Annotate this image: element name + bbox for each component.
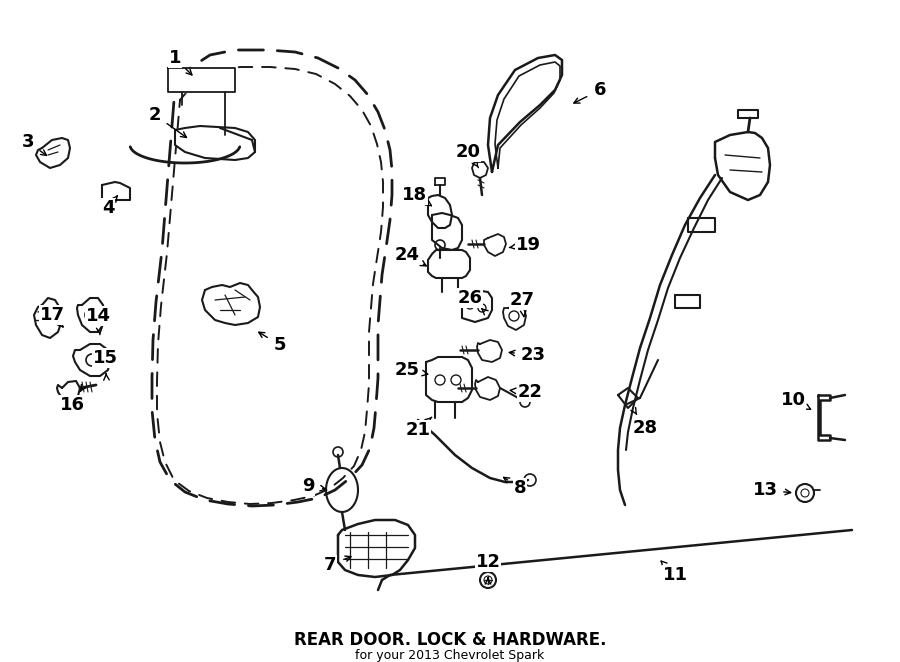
Text: 28: 28 xyxy=(633,419,658,437)
Polygon shape xyxy=(675,295,700,308)
Polygon shape xyxy=(618,388,638,408)
Polygon shape xyxy=(472,162,488,178)
Text: 10: 10 xyxy=(780,391,806,409)
Text: 27: 27 xyxy=(509,291,535,309)
Text: 15: 15 xyxy=(93,349,118,367)
Text: 14: 14 xyxy=(86,307,111,325)
Polygon shape xyxy=(175,126,255,160)
Text: 26: 26 xyxy=(457,289,482,307)
Text: REAR DOOR. LOCK & HARDWARE.: REAR DOOR. LOCK & HARDWARE. xyxy=(293,631,607,649)
Polygon shape xyxy=(688,218,715,232)
Text: 5: 5 xyxy=(274,336,286,354)
Polygon shape xyxy=(102,182,130,200)
Polygon shape xyxy=(477,340,502,362)
Text: 16: 16 xyxy=(59,396,85,414)
Text: for your 2013 Chevrolet Spark: for your 2013 Chevrolet Spark xyxy=(356,649,544,661)
Text: 19: 19 xyxy=(516,236,541,254)
Text: 12: 12 xyxy=(475,553,500,571)
Text: 22: 22 xyxy=(518,383,543,401)
Polygon shape xyxy=(202,283,260,325)
Text: 17: 17 xyxy=(40,306,65,324)
Text: 20: 20 xyxy=(455,143,481,161)
Text: 2: 2 xyxy=(148,106,161,124)
Text: 8: 8 xyxy=(514,479,526,497)
Text: 1: 1 xyxy=(169,49,181,67)
Text: 21: 21 xyxy=(406,421,430,439)
Polygon shape xyxy=(34,298,62,338)
Text: 23: 23 xyxy=(520,346,545,364)
Polygon shape xyxy=(435,178,445,185)
Text: 3: 3 xyxy=(22,133,34,151)
Polygon shape xyxy=(503,304,526,330)
Text: 13: 13 xyxy=(752,481,778,499)
Polygon shape xyxy=(36,138,70,168)
Polygon shape xyxy=(426,357,472,402)
Text: 9: 9 xyxy=(302,477,314,495)
Text: 6: 6 xyxy=(594,81,607,99)
Text: 4: 4 xyxy=(102,199,114,217)
Polygon shape xyxy=(484,234,506,256)
Polygon shape xyxy=(738,110,758,118)
Polygon shape xyxy=(428,195,452,228)
Polygon shape xyxy=(428,250,470,278)
Text: 11: 11 xyxy=(662,566,688,584)
Polygon shape xyxy=(73,344,110,376)
Polygon shape xyxy=(462,290,492,322)
Polygon shape xyxy=(432,213,462,250)
Polygon shape xyxy=(168,68,235,92)
Polygon shape xyxy=(77,298,105,332)
Polygon shape xyxy=(57,381,80,400)
Polygon shape xyxy=(475,377,500,400)
Polygon shape xyxy=(338,520,415,577)
Text: 24: 24 xyxy=(394,246,419,264)
Text: 18: 18 xyxy=(402,186,428,204)
Text: 25: 25 xyxy=(394,361,419,379)
Text: 7: 7 xyxy=(324,556,337,574)
